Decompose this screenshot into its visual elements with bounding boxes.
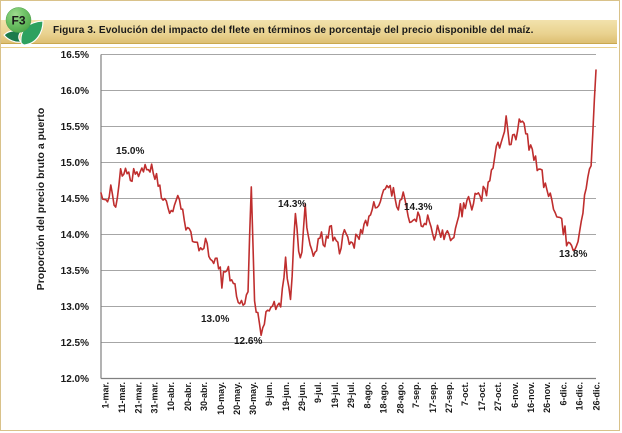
svg-text:F3: F3 bbox=[11, 14, 25, 28]
